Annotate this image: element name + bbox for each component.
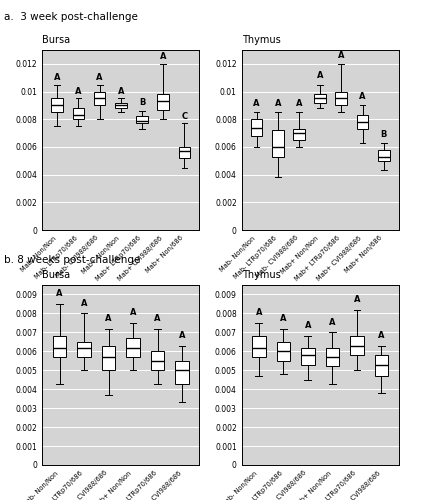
Text: A: A <box>105 314 112 323</box>
PathPatch shape <box>375 355 388 376</box>
Text: A: A <box>338 50 345 59</box>
Text: A: A <box>75 86 82 96</box>
PathPatch shape <box>102 346 115 370</box>
PathPatch shape <box>136 116 148 123</box>
Text: C: C <box>181 112 187 120</box>
Text: Bursa: Bursa <box>42 270 70 280</box>
PathPatch shape <box>73 108 84 119</box>
PathPatch shape <box>77 342 91 357</box>
PathPatch shape <box>51 98 63 112</box>
Text: A: A <box>160 52 167 61</box>
PathPatch shape <box>176 361 189 384</box>
PathPatch shape <box>350 336 364 355</box>
Text: a.  3 week post-challenge: a. 3 week post-challenge <box>4 12 138 22</box>
Text: A: A <box>54 73 61 82</box>
PathPatch shape <box>335 92 347 106</box>
Text: A: A <box>81 298 87 308</box>
Text: A: A <box>359 92 366 101</box>
Text: A: A <box>253 99 260 108</box>
PathPatch shape <box>276 342 290 361</box>
Text: A: A <box>354 295 360 304</box>
Text: A: A <box>117 86 124 96</box>
Text: A: A <box>154 314 161 323</box>
Text: A: A <box>378 331 385 340</box>
PathPatch shape <box>293 129 305 140</box>
Text: B: B <box>139 98 145 107</box>
Text: A: A <box>274 99 281 108</box>
PathPatch shape <box>272 130 284 156</box>
PathPatch shape <box>126 338 140 357</box>
PathPatch shape <box>301 348 315 364</box>
Text: B: B <box>380 130 387 138</box>
Text: b. 8 weeks post-challenge: b. 8 weeks post-challenge <box>4 255 141 265</box>
PathPatch shape <box>53 336 66 357</box>
PathPatch shape <box>326 348 339 366</box>
PathPatch shape <box>157 94 169 110</box>
PathPatch shape <box>357 115 368 129</box>
PathPatch shape <box>179 147 190 158</box>
Text: A: A <box>56 290 63 298</box>
PathPatch shape <box>151 352 165 370</box>
PathPatch shape <box>251 119 262 136</box>
Text: Thymus: Thymus <box>242 35 280 45</box>
Text: Bursa: Bursa <box>42 35 70 45</box>
Text: A: A <box>179 331 185 340</box>
Text: A: A <box>130 308 137 317</box>
Text: A: A <box>280 314 287 323</box>
Text: A: A <box>317 72 324 80</box>
Text: A: A <box>256 308 262 317</box>
PathPatch shape <box>314 94 326 102</box>
PathPatch shape <box>115 102 127 108</box>
PathPatch shape <box>252 336 265 357</box>
Text: A: A <box>304 322 311 330</box>
Text: A: A <box>329 318 336 326</box>
PathPatch shape <box>378 150 390 161</box>
Text: A: A <box>296 99 302 108</box>
Text: Thymus: Thymus <box>242 270 280 280</box>
PathPatch shape <box>94 92 106 106</box>
Text: A: A <box>96 73 103 82</box>
